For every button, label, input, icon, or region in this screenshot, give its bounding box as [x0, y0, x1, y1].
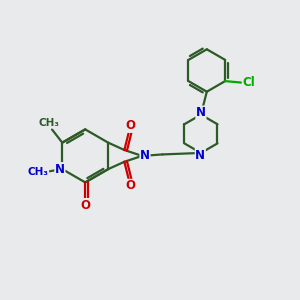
Text: O: O: [125, 179, 135, 192]
Text: O: O: [81, 199, 91, 212]
Text: CH₃: CH₃: [38, 118, 59, 128]
Text: CH₃: CH₃: [28, 167, 49, 177]
Text: N: N: [196, 106, 206, 119]
Text: N: N: [195, 148, 205, 161]
Text: N: N: [140, 149, 150, 162]
Text: Cl: Cl: [242, 76, 255, 89]
Text: N: N: [55, 163, 65, 176]
Text: O: O: [125, 119, 135, 132]
